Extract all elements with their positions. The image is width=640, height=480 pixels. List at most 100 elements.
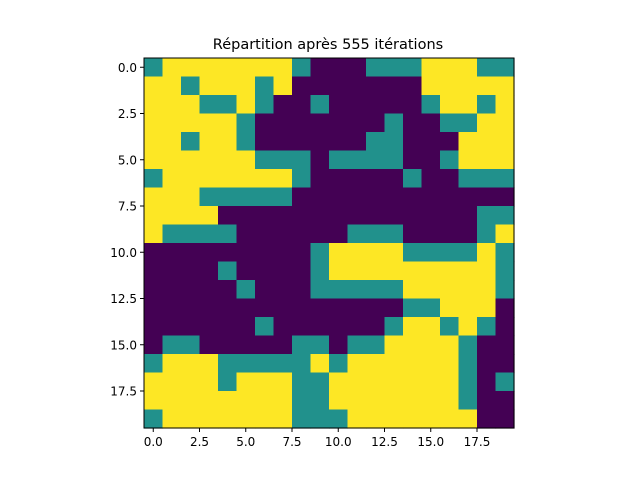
x-axis: 0.0 2.5 5.0 7.5 10.0 12.5 15.0 17.5 [144,428,491,449]
heatmap-cell [384,280,404,300]
heatmap-cell [329,335,349,355]
heatmap-cell [421,95,441,115]
heatmap-cell [273,169,293,189]
heatmap-cell [255,391,275,411]
heatmap-cell [495,113,515,133]
heatmap-cell [199,317,219,337]
heatmap-cell [366,224,386,244]
heatmap-cell [477,95,497,115]
heatmap-cell [218,169,238,189]
heatmap-cell [329,354,349,374]
heatmap-cell [162,132,182,152]
heatmap-cell [236,298,256,318]
heatmap-cell [403,58,423,78]
heatmap-cell [236,317,256,337]
heatmap-cell [236,95,256,115]
heatmap-cell [403,132,423,152]
y-tick-label: 10.0 [110,246,137,260]
y-tick-label: 15.0 [110,338,137,352]
heatmap-cell [144,224,164,244]
heatmap-cell [440,261,460,281]
heatmap-cell [199,169,219,189]
heatmap-cell [310,298,330,318]
heatmap-cell [458,58,478,78]
y-axis: 0.0 2.5 5.0 7.5 10.0 12.5 15.0 17.5 [110,61,144,399]
heatmap-cell [181,317,201,337]
heatmap-cell [310,243,330,263]
heatmap-cell [495,298,515,318]
heatmap-cell [403,372,423,392]
heatmap-cell [273,298,293,318]
heatmap-cell [347,169,367,189]
heatmap-cell [181,298,201,318]
heatmap-cell [440,58,460,78]
heatmap-cell [218,132,238,152]
heatmap-cell [292,58,312,78]
heatmap-cell [273,132,293,152]
y-tick-label: 7.5 [118,200,137,214]
heatmap-cell [421,372,441,392]
heatmap-cell [310,409,330,429]
heatmap-cell [421,298,441,318]
heatmap-cell [255,372,275,392]
heatmap-cell [255,298,275,318]
heatmap-cell [199,132,219,152]
x-tick-label: 2.5 [190,435,209,449]
heatmap-cell [366,335,386,355]
heatmap-cell [329,280,349,300]
heatmap-cell [236,335,256,355]
heatmap-cell [477,372,497,392]
chart-title: Répartition après 555 itérations [213,37,443,53]
heatmap-cell [181,58,201,78]
heatmap-cell [421,58,441,78]
heatmap-cell [144,317,164,337]
heatmap-cell [199,298,219,318]
heatmap-cell [421,224,441,244]
heatmap-cell [162,113,182,133]
heatmap-cell [144,206,164,226]
heatmap-cell [384,372,404,392]
x-tick-label: 17.5 [464,435,491,449]
heatmap-cell [162,243,182,263]
heatmap-cell [273,280,293,300]
heatmap-cell [347,206,367,226]
heatmap-cell [255,95,275,115]
heatmap-cell [384,206,404,226]
heatmap-cell [199,76,219,96]
heatmap-cell [477,335,497,355]
heatmap-cell [495,58,515,78]
heatmap-cell [458,372,478,392]
heatmap-cell [421,150,441,170]
heatmap-cell [421,280,441,300]
heatmap-cell [366,372,386,392]
heatmap-cell [403,261,423,281]
heatmap-cell [440,298,460,318]
heatmap-cell [218,150,238,170]
heatmap-cell [236,391,256,411]
heatmap-cell [384,150,404,170]
heatmap-cell [310,76,330,96]
heatmap-cell [403,169,423,189]
heatmap-cell [255,354,275,374]
heatmap-cell [440,335,460,355]
heatmap-cell [421,354,441,374]
y-tick-label: 17.5 [110,385,137,399]
heatmap-cell [329,169,349,189]
heatmap-cell [403,354,423,374]
heatmap-cell [347,243,367,263]
heatmap-cell [236,76,256,96]
heatmap-cell [366,150,386,170]
heatmap-cell [273,76,293,96]
heatmap-cell [181,76,201,96]
heatmap-cell [273,354,293,374]
heatmap-cell [310,391,330,411]
heatmap-cell [218,224,238,244]
heatmap-cell [162,298,182,318]
heatmap-cell [495,261,515,281]
heatmap-cell [273,95,293,115]
heatmap-cell [440,150,460,170]
heatmap-cell [421,317,441,337]
heatmap-cell [347,391,367,411]
heatmap-cell [329,261,349,281]
heatmap-cell [236,132,256,152]
